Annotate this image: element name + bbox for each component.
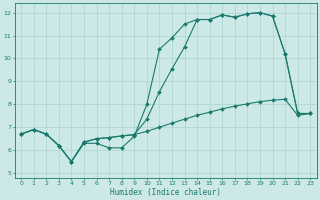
X-axis label: Humidex (Indice chaleur): Humidex (Indice chaleur) (110, 188, 221, 197)
